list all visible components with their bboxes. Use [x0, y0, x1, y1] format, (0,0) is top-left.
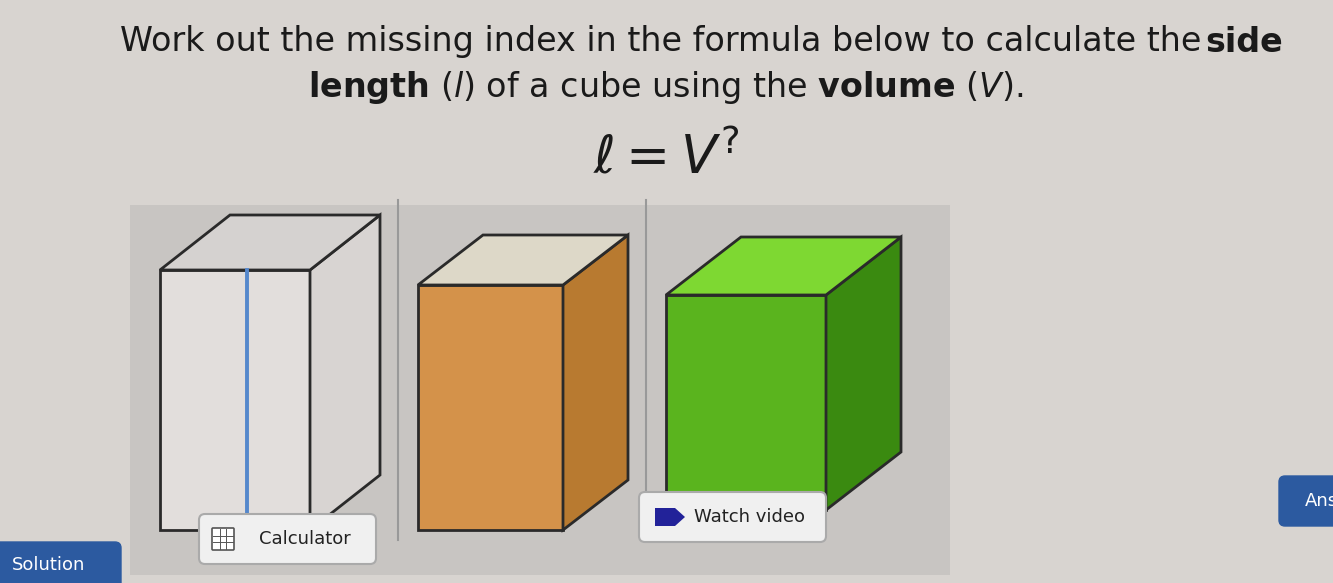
Polygon shape [666, 295, 826, 510]
FancyBboxPatch shape [199, 514, 376, 564]
Text: Calculator: Calculator [259, 530, 351, 548]
Text: Solution: Solution [12, 556, 85, 574]
Bar [655, 508, 674, 526]
Text: $\mathbf{length}$ $\mathit{(l)}$ of a cube using the $\mathbf{volume}$ $\mathit{: $\mathbf{length}$ $\mathit{(l)}$ of a cu… [308, 69, 1024, 107]
Text: Work out the missing index in the formula below to calculate the: Work out the missing index in the formul… [120, 26, 1212, 58]
Polygon shape [563, 235, 628, 530]
Polygon shape [160, 215, 380, 270]
Polygon shape [160, 270, 311, 530]
FancyBboxPatch shape [0, 542, 121, 583]
FancyBboxPatch shape [212, 528, 235, 550]
FancyBboxPatch shape [639, 492, 826, 542]
Polygon shape [131, 205, 950, 575]
Polygon shape [419, 285, 563, 530]
Polygon shape [826, 237, 901, 510]
Text: Watch video: Watch video [694, 508, 805, 526]
Text: $\ell = V^{?}$: $\ell = V^{?}$ [593, 132, 738, 184]
Text: Ansv: Ansv [1305, 492, 1333, 510]
Text: side: side [1205, 26, 1282, 58]
Polygon shape [311, 215, 380, 530]
Polygon shape [419, 235, 628, 285]
FancyBboxPatch shape [1278, 476, 1333, 526]
Polygon shape [674, 508, 685, 526]
Polygon shape [666, 237, 901, 295]
